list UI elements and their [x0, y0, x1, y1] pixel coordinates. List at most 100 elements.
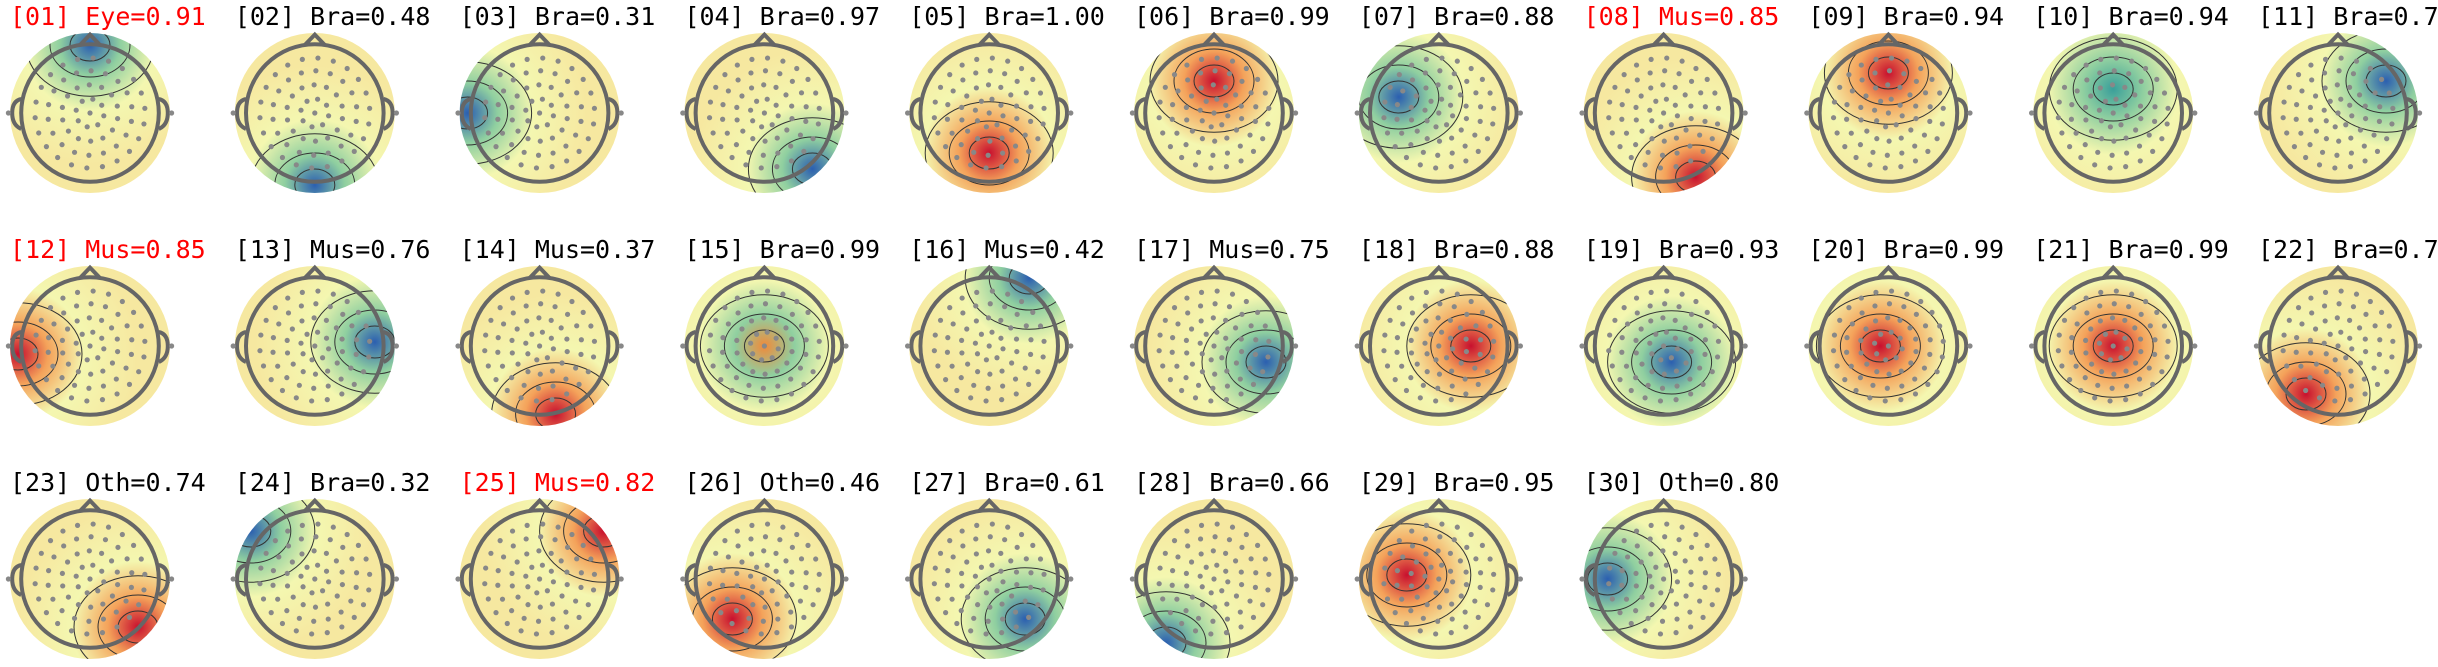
electrode	[558, 92, 564, 98]
component-title: [26] Oth=0.46	[684, 468, 880, 497]
electrode	[284, 375, 290, 381]
electrode	[482, 348, 488, 354]
electrode	[105, 58, 112, 64]
electrode	[803, 104, 809, 110]
electrode	[309, 357, 315, 363]
electrode	[1857, 375, 1864, 381]
electrode	[1913, 336, 1919, 342]
electrode	[518, 395, 524, 401]
contour-line	[2048, 294, 2178, 398]
electrode	[1702, 337, 1708, 343]
electrode	[1844, 116, 1850, 122]
electrode	[789, 115, 795, 122]
electrode	[74, 551, 80, 557]
electrode	[1408, 117, 1415, 123]
electrode	[591, 571, 598, 577]
component: [23] Oth=0.74	[5, 468, 206, 659]
electrode	[574, 323, 580, 329]
electrode	[2069, 335, 2075, 341]
electrode	[2367, 298, 2373, 305]
electrode	[260, 363, 267, 369]
electrode	[1229, 58, 1236, 64]
electrode	[1449, 346, 1456, 352]
electrode	[1414, 361, 1420, 367]
electrode	[1068, 110, 1074, 116]
electrode	[90, 55, 96, 61]
electrode	[2084, 310, 2090, 316]
electrode	[550, 383, 556, 389]
electrode	[2348, 368, 2354, 374]
electrode	[1882, 165, 1888, 171]
electrode	[1247, 598, 1253, 604]
electrode	[1266, 571, 1272, 577]
electrode	[330, 524, 336, 530]
electrode	[1129, 343, 1135, 349]
electrode	[1661, 110, 1667, 116]
electrode	[964, 559, 970, 565]
electrode	[1849, 88, 1855, 94]
electrode	[1203, 331, 1209, 337]
head-outline	[1592, 508, 1735, 650]
electrode	[748, 340, 754, 346]
electrode	[483, 99, 489, 105]
electrode	[1898, 397, 1904, 403]
electrode	[947, 72, 953, 78]
electrode	[1189, 128, 1196, 134]
electrode	[1683, 593, 1689, 599]
electrode	[2109, 82, 2116, 88]
electrode	[293, 628, 299, 634]
component-title: [21] Bra=0.99	[2033, 235, 2229, 264]
electrode	[1886, 301, 1893, 307]
electrode	[999, 630, 1005, 636]
component: [11] Bra=0.79	[2253, 2, 2438, 193]
electrode	[1250, 614, 1257, 620]
electrode	[1428, 331, 1434, 337]
electrode	[55, 154, 61, 161]
electrode	[1384, 596, 1391, 602]
electrode	[1688, 624, 1694, 630]
electrode	[1447, 568, 1454, 574]
electrode	[1160, 596, 1166, 602]
nose	[528, 31, 552, 47]
electrode	[485, 130, 491, 136]
electrode	[1688, 544, 1695, 550]
electrode	[549, 368, 556, 374]
electrode	[360, 602, 367, 608]
electrode	[1354, 110, 1360, 116]
electrode	[1888, 288, 1895, 294]
electrode	[1423, 551, 1429, 557]
electrode	[2083, 104, 2089, 111]
electrode	[2102, 331, 2109, 337]
electrode	[455, 576, 461, 582]
component-title: [03] Bra=0.31	[460, 2, 656, 31]
electrode	[1458, 360, 1464, 366]
electrode	[803, 337, 809, 343]
electrode	[51, 88, 57, 94]
electrode	[2338, 329, 2344, 335]
electrode	[309, 631, 315, 637]
electrode	[109, 127, 116, 133]
electrode	[84, 631, 90, 637]
electrode	[985, 385, 991, 391]
electrode	[1659, 385, 1666, 391]
electrode	[1624, 321, 1631, 327]
electrode	[1183, 570, 1190, 577]
electrode	[360, 369, 367, 375]
electrode	[50, 130, 56, 136]
electrode	[315, 55, 321, 61]
electrode	[2110, 110, 2116, 116]
electrode	[1188, 559, 1195, 565]
electrode	[1648, 85, 1654, 91]
electrode	[105, 524, 112, 530]
electrode	[1888, 96, 1894, 102]
electrode	[100, 616, 107, 622]
electrode	[784, 127, 790, 133]
electrode	[983, 357, 990, 363]
electrode	[84, 398, 90, 404]
electrode	[777, 537, 783, 543]
electrode	[509, 350, 515, 356]
electrode	[748, 536, 754, 542]
electrode	[2322, 289, 2329, 295]
electrode	[2308, 62, 2314, 68]
electrode	[1704, 309, 1710, 315]
